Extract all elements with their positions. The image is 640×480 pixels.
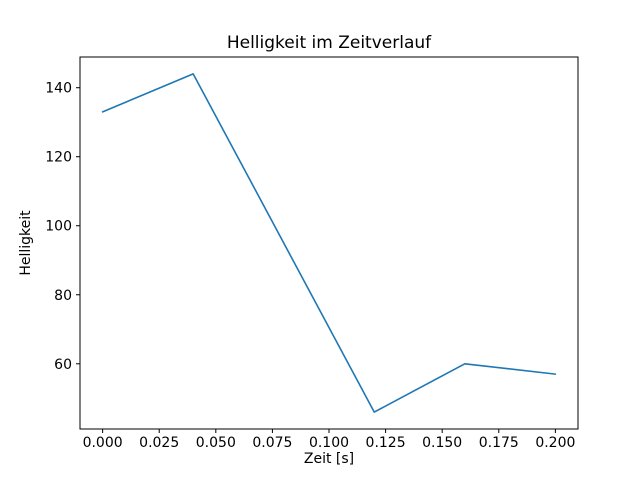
y-tick-label: 60: [54, 357, 72, 373]
x-axis-label: Zeit [s]: [303, 451, 355, 467]
y-tick-label: 140: [45, 81, 72, 97]
x-tick-label: 0.075: [252, 435, 292, 451]
x-tick-label: 0.125: [366, 435, 406, 451]
x-tick-label: 0.000: [83, 435, 123, 451]
y-tick-label: 100: [45, 219, 72, 235]
y-axis-label: Helligkeit: [18, 210, 34, 276]
chart-title: Helligkeit im Zeitverlauf: [226, 33, 432, 53]
axes-spines: [79, 56, 579, 430]
x-tick-label: 0.050: [196, 435, 236, 451]
y-tick-label: 120: [45, 150, 72, 166]
x-tick-label: 0.200: [535, 435, 575, 451]
y-tick-label: 80: [54, 288, 72, 304]
data-line-helligkeit: [101, 73, 557, 413]
x-tick-label: 0.025: [139, 435, 179, 451]
x-tick-label: 0.150: [422, 435, 462, 451]
plot-background: [80, 57, 578, 429]
x-tick-label: 0.100: [309, 435, 349, 451]
x-tick-label: 0.175: [479, 435, 519, 451]
